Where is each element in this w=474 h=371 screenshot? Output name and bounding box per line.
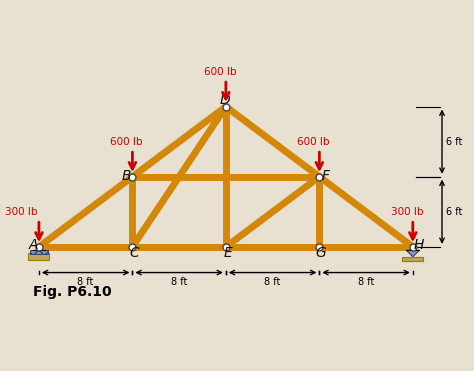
Text: C: C	[129, 246, 139, 260]
Text: 600 lb: 600 lb	[204, 67, 236, 77]
Text: 8 ft: 8 ft	[358, 277, 374, 287]
Text: 6 ft: 6 ft	[446, 137, 462, 147]
Text: 8 ft: 8 ft	[171, 277, 187, 287]
Text: D: D	[219, 93, 230, 107]
Text: H: H	[413, 238, 424, 252]
Text: F: F	[322, 168, 330, 183]
Text: A: A	[28, 238, 38, 252]
Text: Fig. P6.10: Fig. P6.10	[33, 285, 112, 299]
Bar	[30, 250, 48, 254]
Text: B: B	[121, 168, 131, 183]
Text: 300 lb: 300 lb	[5, 207, 37, 217]
Text: 600 lb: 600 lb	[297, 137, 330, 147]
Text: E: E	[223, 246, 232, 260]
Text: 300 lb: 300 lb	[391, 207, 423, 217]
Polygon shape	[406, 250, 419, 257]
Text: G: G	[316, 246, 327, 260]
Text: 600 lb: 600 lb	[110, 137, 143, 147]
Text: 8 ft: 8 ft	[77, 277, 94, 287]
Text: 8 ft: 8 ft	[264, 277, 281, 287]
Bar	[28, 253, 49, 260]
Text: 6 ft: 6 ft	[446, 207, 462, 217]
Bar	[402, 256, 423, 262]
